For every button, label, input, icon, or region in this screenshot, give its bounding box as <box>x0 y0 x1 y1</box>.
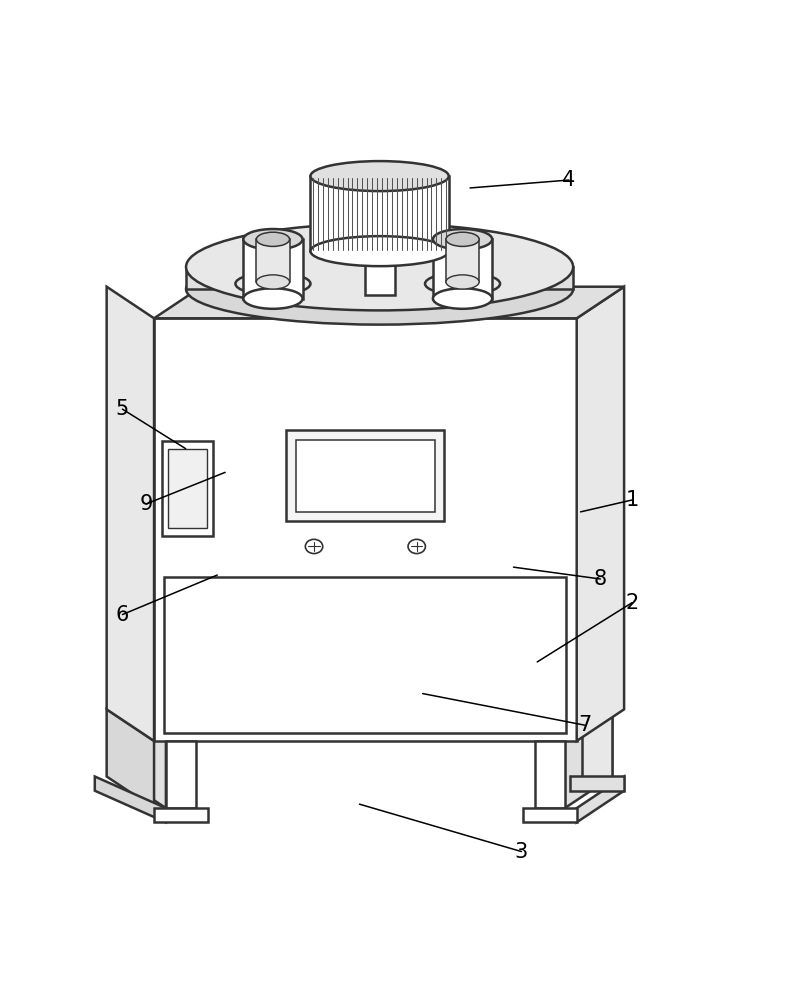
Polygon shape <box>95 776 166 822</box>
Text: 7: 7 <box>578 715 591 735</box>
Bar <box>582 709 612 776</box>
Bar <box>523 808 577 822</box>
Ellipse shape <box>256 275 290 289</box>
Ellipse shape <box>433 229 492 250</box>
Ellipse shape <box>306 539 323 554</box>
Text: 9: 9 <box>140 494 152 514</box>
Text: 4: 4 <box>562 170 575 190</box>
Ellipse shape <box>186 223 574 310</box>
Ellipse shape <box>243 229 303 250</box>
Text: 8: 8 <box>594 569 607 589</box>
Text: 3: 3 <box>515 842 528 862</box>
Ellipse shape <box>256 232 290 246</box>
Text: 6: 6 <box>116 605 129 625</box>
Bar <box>256 239 290 282</box>
Bar <box>365 247 395 295</box>
Text: 2: 2 <box>626 593 638 613</box>
Polygon shape <box>577 776 624 822</box>
Polygon shape <box>186 267 574 289</box>
Polygon shape <box>118 709 166 808</box>
Ellipse shape <box>310 236 449 266</box>
Ellipse shape <box>243 288 303 309</box>
Polygon shape <box>107 709 154 808</box>
Bar <box>535 741 565 808</box>
Bar <box>154 808 208 822</box>
Polygon shape <box>565 709 612 808</box>
Bar <box>166 741 196 808</box>
Bar <box>310 176 449 251</box>
Ellipse shape <box>186 254 574 325</box>
Bar <box>243 239 303 299</box>
Bar <box>433 239 492 299</box>
Polygon shape <box>107 287 154 741</box>
Polygon shape <box>154 287 624 318</box>
Ellipse shape <box>433 288 492 309</box>
Bar <box>446 239 479 282</box>
Ellipse shape <box>235 273 310 295</box>
Ellipse shape <box>408 539 426 554</box>
Bar <box>287 430 444 521</box>
Polygon shape <box>577 287 624 741</box>
Bar <box>154 318 577 741</box>
Text: 5: 5 <box>116 399 129 419</box>
Bar <box>168 449 207 528</box>
Bar <box>164 577 566 733</box>
Bar <box>296 440 435 512</box>
Ellipse shape <box>446 275 479 289</box>
Text: 1: 1 <box>626 490 638 510</box>
Ellipse shape <box>425 273 500 295</box>
Bar <box>570 776 624 791</box>
Ellipse shape <box>446 232 479 246</box>
Bar <box>162 441 213 536</box>
Ellipse shape <box>310 161 449 191</box>
